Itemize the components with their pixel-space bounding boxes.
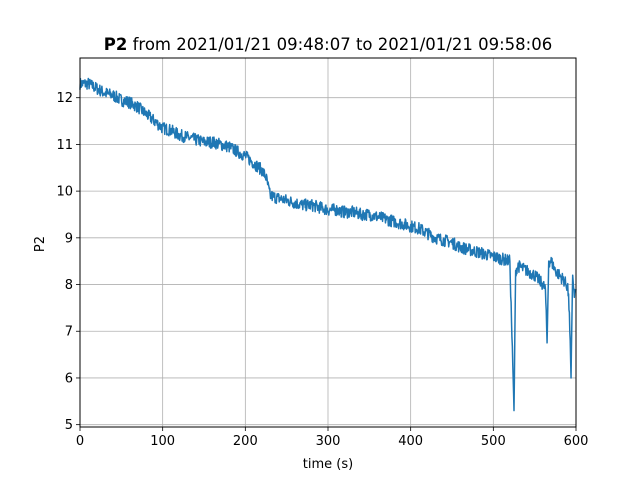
series-layer: [79, 77, 577, 412]
y-tick-label: 12: [56, 91, 73, 106]
y-tick-label: 8: [65, 278, 73, 293]
chart-title-bold: P2: [104, 35, 128, 54]
y-axis-ticks: 5 6 7 8 9 10 11 12: [56, 91, 80, 433]
x-tick-label: 500: [481, 434, 506, 449]
x-tick-label: 400: [398, 434, 423, 449]
x-tick-label: 600: [564, 434, 589, 449]
chart-title-rest: from 2021/01/21 09:48:07 to 2021/01/21 0…: [127, 35, 552, 54]
y-tick-label: 6: [65, 371, 73, 386]
grid-lines: [79, 58, 577, 427]
y-tick-label: 9: [65, 231, 73, 246]
x-tick-label: 0: [76, 434, 84, 449]
series-line-0: [79, 77, 577, 412]
x-axis-ticks: 0 100 200 300 400 500 600: [76, 427, 589, 449]
x-tick-label: 300: [316, 434, 341, 449]
y-axis-label: P2: [33, 236, 48, 252]
x-axis-label: time (s): [303, 457, 353, 472]
y-tick-label: 5: [65, 418, 73, 433]
y-tick-label: 10: [56, 185, 73, 200]
y-tick-label: 7: [65, 325, 73, 340]
chart-title: P2 from 2021/01/21 09:48:07 to 2021/01/2…: [104, 35, 552, 54]
x-tick-label: 100: [150, 434, 175, 449]
y-tick-label: 11: [56, 138, 73, 153]
x-tick-label: 200: [233, 434, 258, 449]
